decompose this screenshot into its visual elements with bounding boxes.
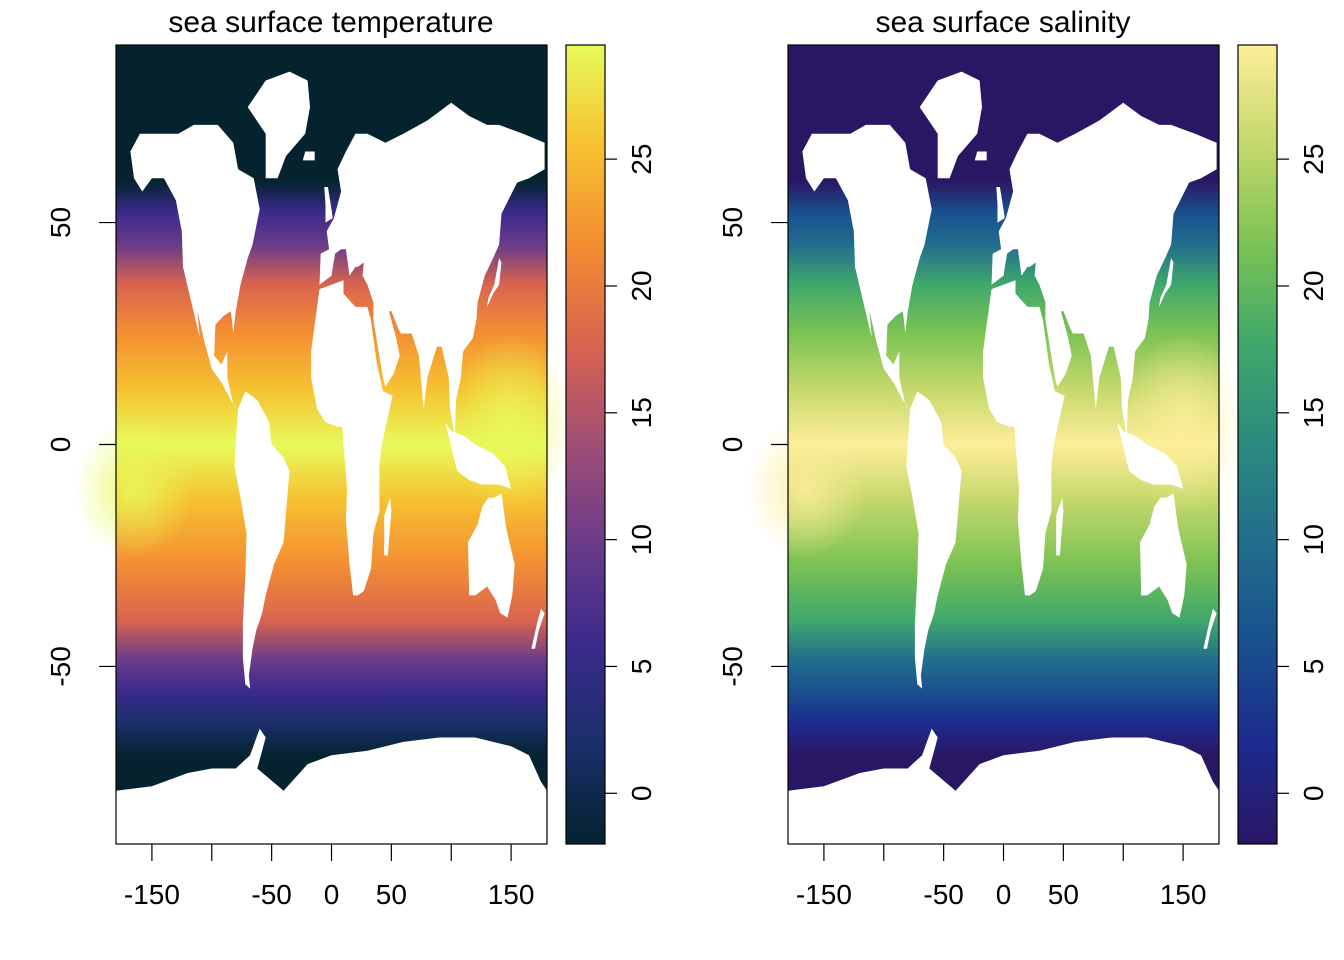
land-indonesia	[1117, 422, 1184, 489]
x-tick-label: -150	[124, 879, 180, 910]
land-madagascar	[384, 497, 392, 556]
land-south-america	[906, 391, 962, 689]
colorbar-tick-label: 25	[1298, 144, 1329, 175]
panel-thermal: sea surface temperature-150 -50 0 50 150-500…	[45, 6, 657, 910]
y-tick-label: -50	[45, 646, 76, 686]
land-antarctica	[116, 728, 547, 844]
y-tick-label: 50	[45, 207, 76, 238]
colorbar-tick-label: 25	[626, 144, 657, 175]
colorbar-tick-label: 5	[1298, 659, 1329, 675]
land-british-isles	[324, 187, 333, 223]
x-tick-label: 50	[376, 879, 407, 910]
land-north-america	[802, 124, 932, 410]
colorbar-tick-label: 0	[1298, 785, 1329, 801]
warm-pool	[745, 418, 866, 559]
y-tick-label: 0	[717, 437, 748, 453]
land-eurasia	[319, 102, 545, 436]
colorbar	[565, 44, 606, 845]
land-greenland	[919, 71, 982, 179]
land-north-america	[130, 124, 260, 410]
land-australia	[1140, 493, 1187, 618]
land-antarctica	[788, 728, 1219, 844]
warm-pool	[73, 418, 194, 559]
colorbar-tick-label: 20	[1298, 270, 1329, 301]
warm-pool	[1123, 332, 1244, 513]
y-tick-label: -50	[717, 646, 748, 686]
land-africa	[311, 280, 393, 596]
land-new-zealand	[531, 608, 545, 649]
colorbar-tick-label: 20	[626, 270, 657, 301]
x-tick-label: 0	[996, 879, 1012, 910]
land-japan	[1159, 258, 1174, 307]
land-british-isles	[996, 187, 1005, 223]
x-tick-label: 0	[324, 879, 340, 910]
colorbar-tick-label: 0	[626, 785, 657, 801]
x-tick-label: -50	[251, 879, 291, 910]
warm-pool	[451, 332, 572, 513]
x-tick-label: 50	[1048, 879, 1079, 910]
colorbar-tick-label: 15	[626, 397, 657, 428]
panel-haline: sea surface salinity -150 -50 0 50 150 -50 0 50 0…	[717, 6, 1329, 910]
land-australia	[468, 493, 515, 618]
land-south-america	[234, 391, 290, 689]
colorbar	[1237, 44, 1278, 845]
x-tick-label: 150	[488, 879, 535, 910]
land-new-zealand	[1203, 608, 1217, 649]
land-iceland	[302, 151, 315, 161]
x-tick-label: -50	[923, 879, 963, 910]
panel-title: sea surface temperature	[168, 6, 493, 39]
colorbar-tick-label: 5	[626, 659, 657, 675]
land-africa	[983, 280, 1065, 596]
land-iceland	[974, 151, 987, 161]
y-tick-label: 50	[717, 207, 748, 238]
x-tick-label: -150	[796, 879, 852, 910]
land-japan	[487, 258, 502, 307]
x-tick-label: 150	[1160, 879, 1207, 910]
y-tick-label: 0	[45, 437, 76, 453]
land-indonesia	[445, 422, 512, 489]
panel-title: sea surface salinity	[875, 6, 1130, 39]
colorbar-tick-label: 10	[626, 524, 657, 555]
colorbar-tick-label: 10	[1298, 524, 1329, 555]
land-madagascar	[1056, 497, 1064, 556]
land-eurasia	[991, 102, 1217, 436]
colorbar-tick-label: 15	[1298, 397, 1329, 428]
land-greenland	[247, 71, 310, 179]
